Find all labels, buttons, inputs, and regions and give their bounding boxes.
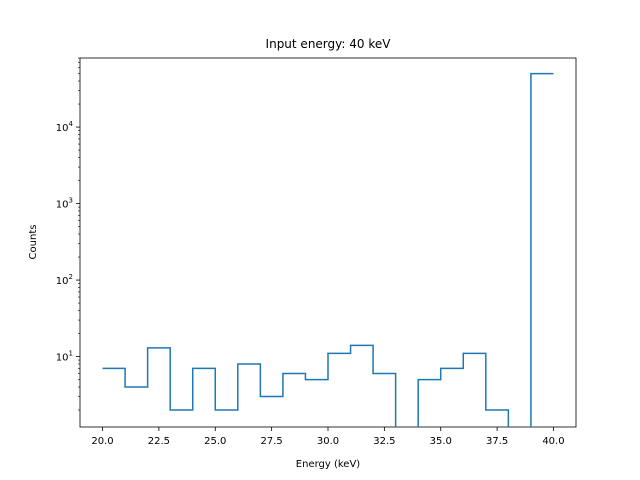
y-tick-label: 104	[56, 120, 74, 134]
x-tick-label: 27.5	[261, 436, 283, 447]
x-tick-label: 35.0	[430, 436, 452, 447]
y-tick-label: 103	[56, 197, 73, 211]
y-tick-label: 102	[56, 273, 73, 287]
x-axis: 20.0 22.5 25.0 27.5 30.0 32.5 35.0 37.5 40.0	[91, 427, 565, 447]
y-axis: 101 102 103 104	[56, 57, 80, 411]
x-tick-label: 20.0	[91, 436, 113, 447]
x-tick-label: 30.0	[317, 436, 339, 447]
x-tick-label: 32.5	[373, 436, 395, 447]
y-tick-label: 101	[56, 350, 73, 364]
x-axis-label: Energy (keV)	[296, 459, 361, 470]
y-axis-label: Counts	[28, 225, 39, 260]
x-tick-label: 40.0	[542, 436, 564, 447]
x-tick-label: 37.5	[486, 436, 508, 447]
x-tick-label: 22.5	[148, 436, 170, 447]
chart-title: Input energy: 40 keV	[266, 37, 392, 51]
histogram-line	[102, 72, 554, 427]
x-tick-label: 25.0	[204, 436, 226, 447]
